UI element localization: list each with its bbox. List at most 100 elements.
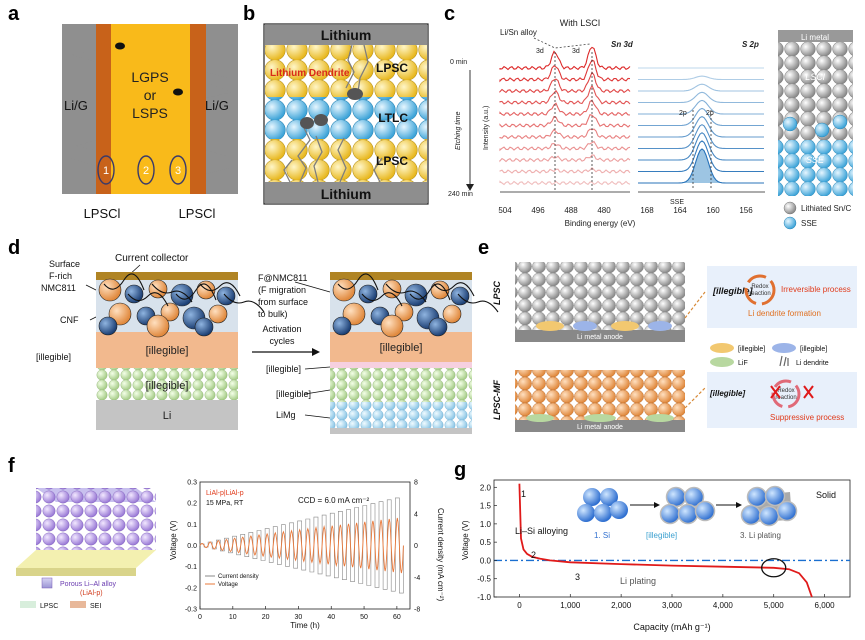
sn-tick-496: 496 bbox=[531, 206, 545, 215]
limgsx-label: [illegible] bbox=[266, 364, 301, 374]
legend-dendrite-label: Li dendrite bbox=[796, 360, 829, 367]
sn-spectrum-curve bbox=[499, 71, 631, 94]
lpsc-side-label: LPSC bbox=[492, 280, 502, 305]
cnf-fiber bbox=[103, 273, 145, 291]
li-label: Li bbox=[163, 410, 172, 422]
panel-c: c With LSCI Li/Sn alloy 3d 3d Sn 3d S 2p… bbox=[444, 3, 853, 230]
lpsc-layer-top bbox=[265, 45, 427, 97]
legend-lpsc-marker bbox=[20, 601, 36, 608]
void-dot-2 bbox=[173, 88, 183, 96]
g-y-tick: 0.0 bbox=[480, 556, 492, 565]
s-2p-title: S 2p bbox=[742, 40, 759, 49]
circle-3 bbox=[169, 155, 187, 185]
panel-e-letter: e bbox=[478, 237, 489, 259]
g-x-tick: 3,000 bbox=[662, 601, 683, 610]
legend-li3p-marker bbox=[772, 343, 796, 353]
ccd-label: CCD = 6.0 mA cm⁻² bbox=[298, 496, 369, 505]
cathode-particle bbox=[428, 317, 448, 337]
g-x-tick: 1,000 bbox=[560, 601, 581, 610]
circle-label-2: 2 bbox=[143, 165, 149, 177]
liai-p-label: (LiAl-p) bbox=[80, 590, 103, 597]
panel-e: e Li metal anode LPSC Li metal anode LPS… bbox=[478, 237, 857, 432]
f-y-right-tick: 0 bbox=[414, 543, 418, 550]
cathode-particle bbox=[442, 304, 462, 324]
s-tick-168: 168 bbox=[640, 206, 654, 215]
li-metal-label: Li metal bbox=[801, 33, 829, 42]
porous-label: Porous Li–Al alloy bbox=[60, 581, 117, 588]
legend-sei-marker bbox=[70, 601, 86, 608]
li3bi-layer bbox=[330, 368, 472, 402]
annotation-circle bbox=[761, 558, 787, 578]
sn-tick-488: 488 bbox=[564, 206, 578, 215]
lsps-label: LSPS bbox=[132, 105, 168, 121]
legend-li2s-label: [illegible] bbox=[738, 346, 765, 353]
g-y-tick: 0.5 bbox=[480, 538, 492, 547]
g-y-tick: -0.5 bbox=[477, 575, 491, 584]
dendrite-left-1 bbox=[72, 40, 96, 72]
si-particles-1 bbox=[577, 488, 628, 522]
limg-label: LiMg bbox=[276, 410, 296, 420]
region-3-label: 3 bbox=[575, 572, 580, 582]
activation-label-1: Activation bbox=[262, 324, 301, 334]
ltlc-layer bbox=[265, 97, 427, 139]
fnmc-label-3: from surface bbox=[258, 297, 308, 307]
alloying-label: Li–Si alloying bbox=[515, 526, 568, 536]
cathode-particle bbox=[124, 284, 144, 304]
si-particles-2 bbox=[659, 486, 716, 525]
lgps-label: LGPS bbox=[131, 69, 168, 85]
s-spectrum-curve bbox=[638, 140, 764, 173]
li6ps5cl-right bbox=[330, 332, 472, 362]
cathode-particle bbox=[394, 302, 414, 322]
g-y-tick: 1.0 bbox=[480, 520, 492, 529]
lpsc-label-bottom: LPSC bbox=[376, 154, 408, 168]
voltage-axis-label: Voltage (V) bbox=[169, 520, 178, 560]
irreversible-label: Irreversible process bbox=[781, 285, 851, 294]
legend-li2s-marker bbox=[710, 343, 734, 353]
cathode-particles-left bbox=[98, 273, 265, 338]
time-bottom: 240 min bbox=[448, 191, 473, 198]
legend-sei-label: SEI bbox=[90, 603, 101, 610]
legend-lithiated-marker bbox=[783, 201, 797, 215]
surface-label-1: Surface bbox=[49, 259, 80, 269]
cnf-fiber bbox=[199, 282, 241, 297]
f-x-tick: 20 bbox=[262, 614, 270, 621]
f-x-tick: 40 bbox=[327, 614, 335, 621]
s-spectrum-curve bbox=[638, 83, 764, 92]
sse-stack bbox=[778, 140, 853, 196]
lithium-bottom-label: Lithium bbox=[321, 186, 372, 202]
collector-left bbox=[96, 272, 238, 280]
time-top: 0 min bbox=[450, 59, 467, 66]
collector-right bbox=[330, 272, 472, 280]
f-x-tick: 0 bbox=[198, 614, 202, 621]
f-x-tick: 50 bbox=[360, 614, 368, 621]
s-spectrum-curve bbox=[638, 91, 764, 104]
legend-voltage-label: Voltage bbox=[218, 582, 239, 588]
cathode-particle bbox=[98, 278, 122, 302]
cathode-particle bbox=[146, 314, 170, 338]
sn-spectrum-curve bbox=[499, 154, 631, 163]
li6ps5cl-right-label: [illegible] bbox=[380, 342, 423, 354]
s-spectrum-curve bbox=[638, 75, 764, 81]
voltage-chart: 0 1,000 2,000 3,000 4,000 5,000 6,000 2.0 1.5 1.0… bbox=[477, 483, 850, 610]
dendrite-right-1 bbox=[206, 72, 232, 98]
cathode-particle bbox=[358, 284, 378, 304]
current-collector-label: Current collector bbox=[115, 253, 189, 264]
cathode-particle bbox=[98, 316, 118, 336]
current-axis-label: Current density (mA cm⁻²) bbox=[436, 508, 445, 601]
cnf-fiber bbox=[385, 283, 427, 303]
si-particles-3 bbox=[740, 485, 798, 527]
time-axis-label: Time (h) bbox=[290, 621, 320, 630]
voltage-series bbox=[199, 517, 404, 574]
mg-bi-label: [illegible] bbox=[146, 380, 189, 392]
cathode-particles-right bbox=[332, 273, 499, 338]
or-label: or bbox=[144, 87, 157, 103]
lithium-bottom bbox=[265, 182, 427, 203]
sse-peak-label: SSE bbox=[670, 199, 684, 206]
surface-label-3: NMC811 bbox=[41, 283, 76, 293]
void-dot-1 bbox=[115, 42, 125, 50]
g-y-tick: -1.0 bbox=[477, 593, 491, 602]
panel-g-letter: g bbox=[454, 459, 466, 481]
sn-spectrum-curve bbox=[499, 59, 631, 83]
f-y-left-tick: -0.1 bbox=[185, 564, 197, 571]
g-x-tick: 5,000 bbox=[764, 601, 785, 610]
